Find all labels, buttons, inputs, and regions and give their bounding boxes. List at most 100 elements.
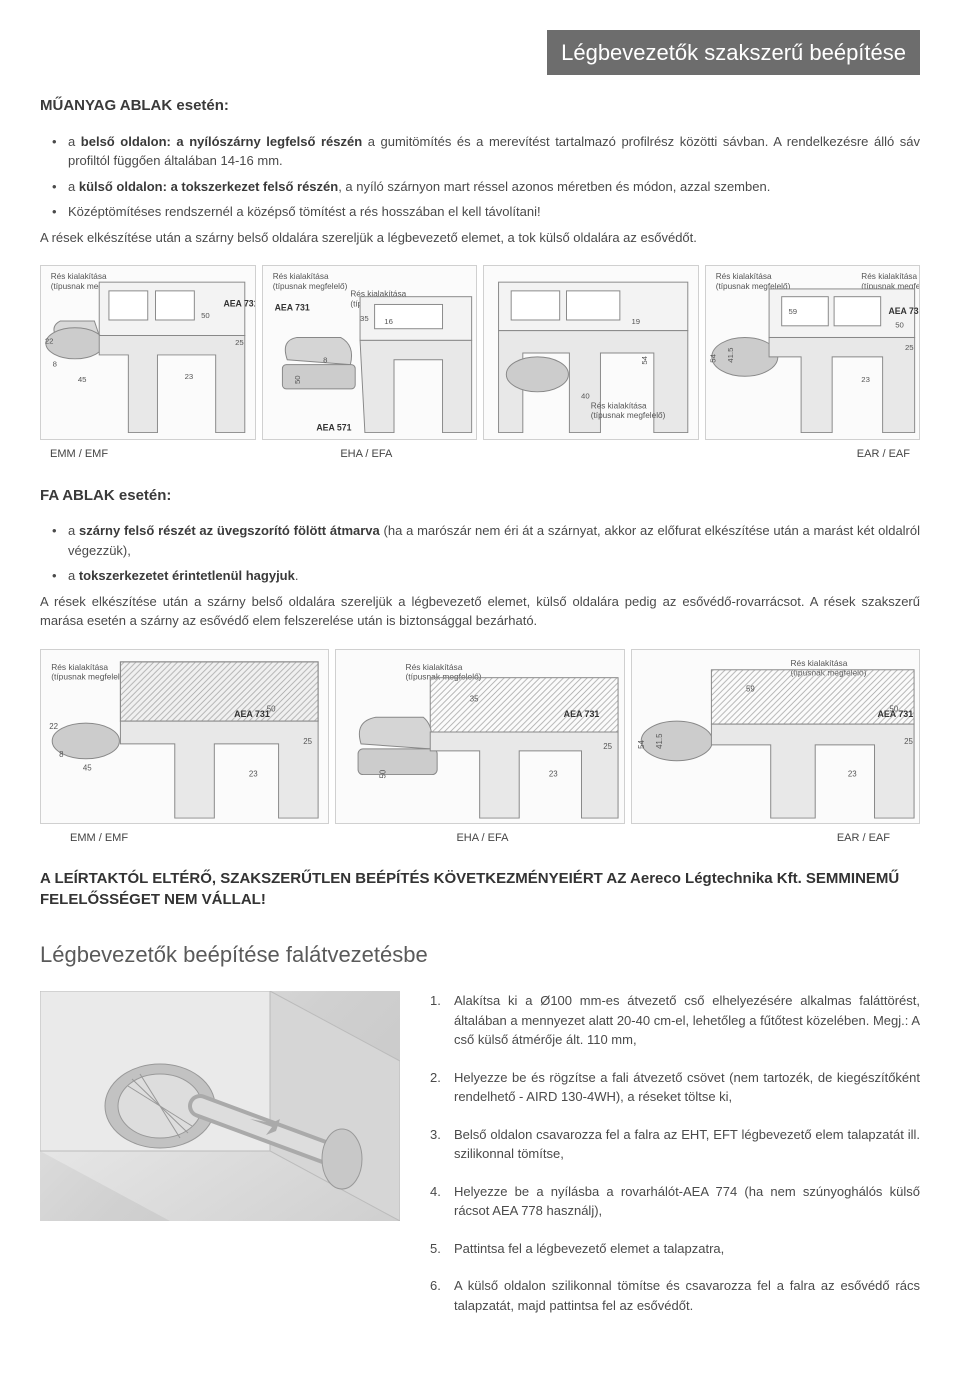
variant: EMM / EMF xyxy=(70,830,128,847)
section1-after: A rések elkészítése után a szárny belső … xyxy=(40,228,920,248)
svg-text:Rés kialakítása: Rés kialakítása xyxy=(790,657,847,667)
svg-text:41.5: 41.5 xyxy=(726,348,735,363)
svg-text:23: 23 xyxy=(861,375,870,384)
svg-text:41.5: 41.5 xyxy=(655,732,664,748)
wall-illustration xyxy=(40,991,400,1221)
text: a xyxy=(68,523,79,538)
variant-row-2: EMM / EMF EHA / EFA EAR / EAF xyxy=(40,830,920,847)
variant: EHA / EFA xyxy=(340,446,392,463)
svg-text:54: 54 xyxy=(640,355,649,364)
svg-text:25: 25 xyxy=(235,338,244,347)
svg-text:Rés kialakítása: Rés kialakítása xyxy=(861,272,917,281)
variant: EMM / EMF xyxy=(50,446,108,463)
svg-text:35: 35 xyxy=(470,694,479,703)
svg-text:40: 40 xyxy=(581,392,590,401)
text-bold: külső oldalon: a tokszerkezet felső rész… xyxy=(79,179,338,194)
text-bold: tokszerkezetet érintetlenül hagyjuk xyxy=(79,568,295,583)
diagram-1-4: Rés kialakítása (típusnak megfelelő) Rés… xyxy=(705,265,921,440)
text-bold: belső oldalon: a nyílószárny legfelső ré… xyxy=(81,134,362,149)
svg-text:50: 50 xyxy=(895,321,904,330)
svg-text:8: 8 xyxy=(59,749,64,758)
svg-text:(típusnak megfelelő): (típusnak megfelelő) xyxy=(51,671,127,681)
svg-text:19: 19 xyxy=(632,317,641,326)
svg-text:45: 45 xyxy=(78,375,87,384)
text: , a nyíló szárnyon mart réssel azonos mé… xyxy=(338,179,770,194)
text-bold: szárny felső részét az üvegszorító fölöt… xyxy=(79,523,380,538)
wall-step-4: Helyezze be a nyílásba a rovarhálót-AEA … xyxy=(430,1182,920,1221)
wall-step-2: Helyezze be és rögzítse a fali átvezető … xyxy=(430,1068,920,1107)
svg-text:25: 25 xyxy=(904,736,913,745)
text: a xyxy=(68,179,79,194)
svg-text:AEA 731: AEA 731 xyxy=(564,709,600,719)
text: . xyxy=(295,568,299,583)
svg-text:23: 23 xyxy=(847,769,856,778)
wall-step-6: A külső oldalon szilikonnal tömítse és c… xyxy=(430,1276,920,1315)
wall-section: Alakítsa ki a Ø100 mm-es átvezető cső el… xyxy=(40,991,920,1333)
svg-text:23: 23 xyxy=(549,769,558,778)
wall-step-5: Pattintsa fel a légbevezető elemet a tal… xyxy=(430,1239,920,1259)
page-banner: Légbevezetők szakszerű beépítése xyxy=(547,30,920,75)
svg-text:AEA 731: AEA 731 xyxy=(274,302,309,312)
svg-text:16: 16 xyxy=(384,317,393,326)
svg-text:23: 23 xyxy=(185,372,194,381)
svg-text:Rés kialakítása: Rés kialakítása xyxy=(406,661,463,671)
diagram-1-2: Rés kialakítása (típusnak megfelelő) Rés… xyxy=(262,265,478,440)
svg-text:Rés kialakítása: Rés kialakítása xyxy=(51,272,107,281)
svg-text:Rés kialakítása: Rés kialakítása xyxy=(591,401,647,410)
s2-bullet-1: a szárny felső részét az üvegszorító föl… xyxy=(68,521,920,560)
diagram-strip-2: Rés kialakítása (típusnak megfelelő) AEA… xyxy=(40,649,920,824)
svg-text:35: 35 xyxy=(360,314,369,323)
section2-title: FA ABLAK esetén: xyxy=(40,485,920,508)
svg-text:22: 22 xyxy=(45,336,54,345)
svg-text:AEA 731: AEA 731 xyxy=(223,298,254,308)
diagram-2-1: Rés kialakítása (típusnak megfelelő) AEA… xyxy=(40,649,329,824)
svg-text:25: 25 xyxy=(904,343,913,352)
svg-text:Rés kialakítása: Rés kialakítása xyxy=(272,272,328,281)
s2-bullet-2: a tokszerkezetet érintetlenül hagyjuk. xyxy=(68,566,920,586)
variant: EAR / EAF xyxy=(837,830,890,847)
variant: EAR / EAF xyxy=(857,446,910,463)
variant: EHA / EFA xyxy=(456,830,508,847)
wall-steps: Alakítsa ki a Ø100 mm-es átvezető cső el… xyxy=(430,991,920,1333)
section2-after: A rések elkészítése után a szárny belső … xyxy=(40,592,920,631)
svg-text:Rés kialakítása: Rés kialakítása xyxy=(51,661,108,671)
section1-bullets: a belső oldalon: a nyílószárny legfelső … xyxy=(68,132,920,222)
svg-text:54: 54 xyxy=(708,353,717,362)
svg-text:50: 50 xyxy=(292,375,301,384)
diagram-2-3: Rés kialakítása (típusnak megfelelő) AEA… xyxy=(631,649,920,824)
svg-text:AEA 731: AEA 731 xyxy=(234,709,270,719)
svg-text:50: 50 xyxy=(201,311,210,320)
svg-text:8: 8 xyxy=(323,356,327,365)
variant-row-1: EMM / EMF EHA / EFA EAR / EAF xyxy=(40,446,920,463)
diagram-1-1: Rés kialakítása (típusnak megfelelő) AEA… xyxy=(40,265,256,440)
svg-text:8: 8 xyxy=(53,360,57,369)
svg-text:(típusnak megfelelő): (típusnak megfelelő) xyxy=(591,411,666,420)
svg-text:AEA 571: AEA 571 xyxy=(316,423,351,433)
svg-text:59: 59 xyxy=(788,307,797,316)
svg-text:25: 25 xyxy=(604,741,613,750)
svg-text:Rés kialakítása: Rés kialakítása xyxy=(715,272,771,281)
wall-step-3: Belső oldalon csavarozza fel a falra az … xyxy=(430,1125,920,1164)
svg-text:50: 50 xyxy=(267,704,276,713)
svg-text:54: 54 xyxy=(637,739,646,748)
s1-bullet-3: Középtömítéses rendszernél a középső töm… xyxy=(68,202,920,222)
svg-text:23: 23 xyxy=(249,769,258,778)
svg-text:22: 22 xyxy=(49,722,58,731)
diagram-1-3: AEA 851 Rés kialakítása (típusnak megfel… xyxy=(483,265,699,440)
section2-bullets: a szárny felső részét az üvegszorító föl… xyxy=(68,521,920,586)
svg-text:45: 45 xyxy=(83,763,92,772)
text: a xyxy=(68,568,79,583)
wall-title: Légbevezetők beépítése falátvezetésbe xyxy=(40,938,920,971)
svg-text:(típusnak megfelelő): (típusnak megfelelő) xyxy=(272,282,347,291)
wall-step-1: Alakítsa ki a Ø100 mm-es átvezető cső el… xyxy=(430,991,920,1050)
svg-text:25: 25 xyxy=(303,736,312,745)
text: a xyxy=(68,134,81,149)
diagram-strip-1: Rés kialakítása (típusnak megfelelő) AEA… xyxy=(40,265,920,440)
svg-text:AEA 731: AEA 731 xyxy=(888,306,919,316)
svg-text:59: 59 xyxy=(746,684,755,693)
section1-title: MŰANYAG ABLAK esetén: xyxy=(40,95,920,118)
s1-bullet-1: a belső oldalon: a nyílószárny legfelső … xyxy=(68,132,920,171)
disclaimer: A LEÍRTAKTÓL ELTÉRŐ, SZAKSZERŰTLEN BEÉPÍ… xyxy=(40,868,920,910)
diagram-2-2: Rés kialakítása (típusnak megfelelő) AEA… xyxy=(335,649,624,824)
s1-bullet-2: a külső oldalon: a tokszerkezet felső ré… xyxy=(68,177,920,197)
